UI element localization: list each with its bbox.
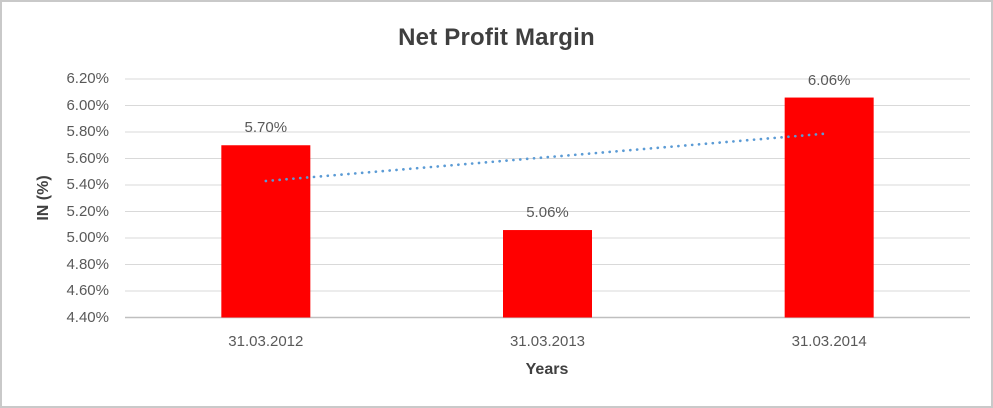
x-category-label: 31.03.2014: [791, 333, 867, 350]
bar-data-label: 6.06%: [807, 71, 851, 89]
y-tick-label: 5.40%: [66, 176, 109, 193]
trendline: [264, 131, 831, 183]
y-tick-label: 4.40%: [66, 308, 109, 326]
bar-31.03.2014: [784, 97, 874, 318]
y-tick-label: 5.80%: [66, 123, 109, 140]
y-tick-label: 6.20%: [66, 70, 109, 87]
x-category-label: 31.03.2013: [509, 333, 586, 350]
chart-title: Net Profit Margin: [398, 24, 595, 51]
bar-31.03.2013: [503, 230, 592, 318]
y-tick-label: 5.20%: [66, 202, 109, 220]
y-tick-label: 6.00%: [66, 96, 109, 114]
bar-data-label: 5.70%: [244, 119, 288, 137]
x-category-label: 31.03.2012: [228, 333, 304, 350]
y-tick-label: 5.60%: [66, 149, 109, 167]
y-tick-label: 4.80%: [66, 255, 109, 273]
y-tick-label: 4.60%: [66, 282, 109, 299]
bar-31.03.2012: [221, 145, 311, 318]
x-axis-title: Years: [525, 361, 569, 378]
bar-data-label: 5.06%: [526, 204, 569, 222]
y-tick-label: 5.00%: [66, 229, 109, 246]
